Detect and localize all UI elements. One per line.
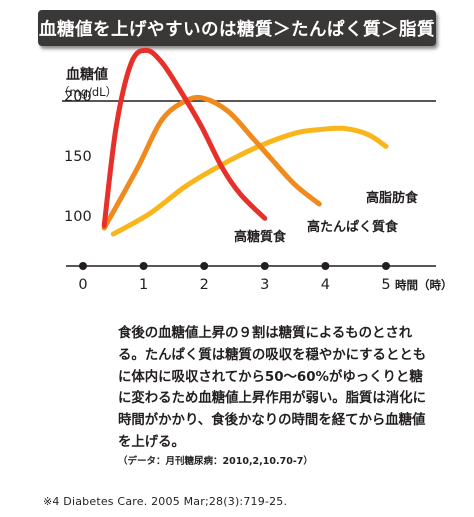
y-tick-label-100: 100 [64,209,92,225]
blood-glucose-chart: 血糖値 （mg/dL） 100 150 200 0 1 2 3 4 5 高糖質食 高たんぱく質食… [58,47,453,293]
x-tick-dot-5 [382,262,390,270]
x-tick-dot-3 [260,262,269,270]
x-tick-dot-1 [139,262,148,270]
series-label-0: 高糖質食 [234,229,287,245]
description-block: 食後の血糖値上昇の９割は糖質によるものとされる。たんぱく質は糖質の吸収を穏やかに… [118,323,436,469]
series-line-1 [101,94,322,231]
series-line-0 [101,47,268,229]
series-label-1: 高たんぱく質食 [307,219,399,235]
data-source: （データ：月刊糖尿病：2010,2,10.70-7） [118,455,313,467]
x-tick-label-4: 4 [321,277,330,293]
x-tick-dot-2 [200,262,209,270]
y-tick-label-150: 150 [64,149,92,165]
title-banner: 血糖値を上げやすいのは糖質＞たんぱく質＞脂質 [38,10,436,46]
x-tick-dot-4 [321,262,330,270]
x-tick-label-1: 1 [139,277,148,293]
x-tick-label-2: 2 [200,277,209,293]
x-tick-label-0: 0 [78,277,87,293]
x-tick-label-5: 5 [381,277,390,293]
banner-title: 血糖値を上げやすいのは糖質＞たんぱく質＞脂質 [39,19,435,40]
y-axis-label: 血糖値 [66,66,108,83]
reference-note: ※4 Diabetes Care. 2005 Mar;28(3):719-25. [43,495,288,508]
series-line-2 [110,125,389,237]
x-tick-dot-0 [79,262,87,270]
y-axis-unit: （mg/dL） [58,85,117,99]
x-axis-unit: 時間（時） [395,278,453,292]
x-tick-label-3: 3 [260,277,269,293]
y-tick-label-200: 200 [64,89,92,105]
series-label-2: 高脂肪食 [366,190,419,206]
description-text: 食後の血糖値上昇の９割は糖質によるものとされる。たんぱく質は糖質の吸収を穏やかに… [118,326,427,450]
